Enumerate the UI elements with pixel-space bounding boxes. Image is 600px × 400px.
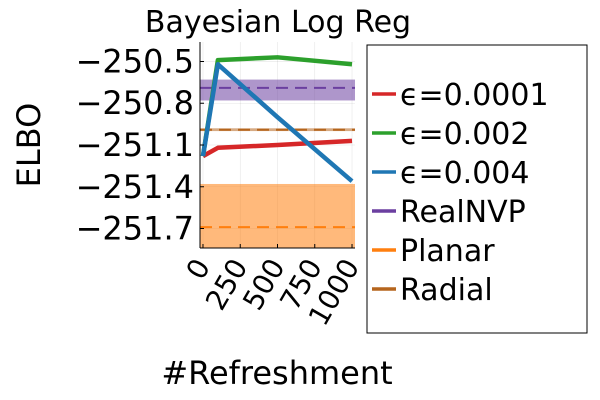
y-tick-label: −251.7 <box>76 210 194 248</box>
series-line-1 <box>201 138 353 159</box>
legend-label: Planar <box>400 234 495 269</box>
legend-label: ϵ=0.004 <box>400 156 529 191</box>
series-line-3 <box>200 62 354 183</box>
y-tick-label: −251.4 <box>76 168 194 206</box>
y-ticks: −250.5 −250.8 −251.1 −251.4 −251.7 <box>76 42 204 248</box>
legend-box <box>366 44 588 334</box>
x-axis-label: #Refreshment <box>161 354 392 392</box>
y-tick-label: −250.8 <box>76 84 194 122</box>
legend-label: Radial <box>400 273 493 308</box>
chart-title: Bayesian Log Reg <box>145 5 411 40</box>
band-realnvp <box>200 79 355 101</box>
series-layer <box>200 55 354 183</box>
band-planar <box>200 183 355 248</box>
legend: ϵ=0.0001 ϵ=0.002 ϵ=0.004 RealNVP Planar Radia… <box>366 44 588 334</box>
y-axis-label: ELBO <box>10 103 48 188</box>
legend-label: ϵ=0.0001 <box>400 78 549 113</box>
y-tick-label: −251.1 <box>76 126 194 164</box>
y-tick-label: −250.5 <box>76 42 194 80</box>
bands <box>200 79 355 248</box>
legend-label: RealNVP <box>400 195 526 230</box>
legend-label: ϵ=0.002 <box>400 117 529 152</box>
